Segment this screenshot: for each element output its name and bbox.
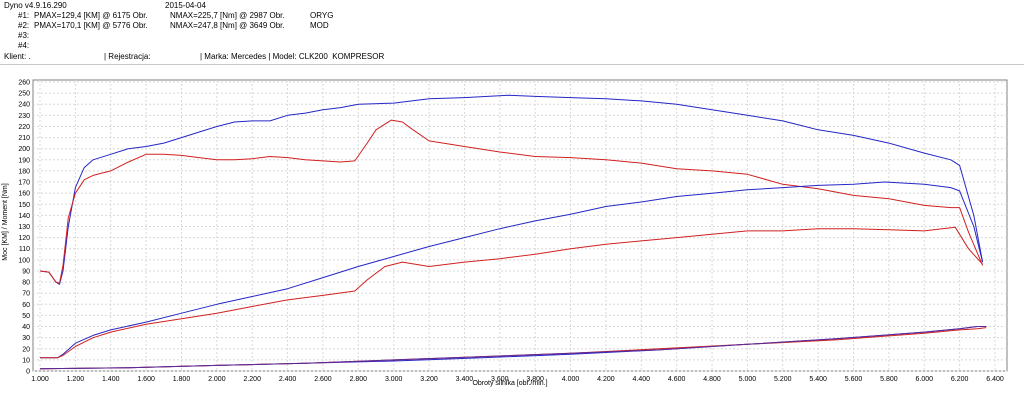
x-tick-label: 2.600 bbox=[314, 376, 332, 383]
x-tick-label: 2.200 bbox=[243, 376, 261, 383]
x-tick-label: 3.800 bbox=[526, 376, 544, 383]
run-2-id: #2: bbox=[18, 21, 30, 30]
x-tick-label: 1.800 bbox=[173, 376, 191, 383]
series-group bbox=[39, 94, 987, 370]
y-tick-label: 70 bbox=[22, 291, 30, 298]
y-tick-label: 150 bbox=[18, 202, 30, 209]
y-tick-label: 170 bbox=[18, 180, 30, 187]
make-model-label: | Marka: Mercedes | Model: CLK200 KOMPRE… bbox=[200, 52, 385, 61]
run-3-id: #3: bbox=[18, 31, 30, 40]
y-tick-label: 130 bbox=[18, 224, 30, 231]
x-tick-label: 6.400 bbox=[986, 376, 1004, 383]
y-tick-label: 30 bbox=[22, 335, 30, 342]
y-tick-label: 60 bbox=[22, 302, 30, 309]
y-tick-label: 240 bbox=[18, 102, 30, 109]
x-tick-label: 2.800 bbox=[350, 376, 368, 383]
plot-frame bbox=[32, 79, 1008, 372]
x-tick-label: 5.800 bbox=[880, 376, 898, 383]
x-tick-label: 1.600 bbox=[137, 376, 155, 383]
y-tick-label: 230 bbox=[18, 113, 30, 120]
run-2-tag: MOD bbox=[310, 21, 329, 30]
y-tick-label: 210 bbox=[18, 135, 30, 142]
y-tick-label: 200 bbox=[18, 146, 30, 153]
run-1-id: #1: bbox=[18, 11, 30, 20]
run-1-nmax: NMAX=225,7 [Nm] @ 2987 Obr. bbox=[170, 11, 285, 20]
x-tick-label: 3.200 bbox=[420, 376, 438, 383]
y-tick-label: 10 bbox=[22, 357, 30, 364]
x-tick-label: 3.600 bbox=[491, 376, 509, 383]
run-2-pmax: PMAX=170,1 [KM] @ 5776 Obr. bbox=[34, 21, 148, 30]
y-tick-label: 90 bbox=[22, 268, 30, 275]
x-tick-label: 2.400 bbox=[279, 376, 297, 383]
y-tick-label: 110 bbox=[19, 246, 30, 253]
y-tick-label: 140 bbox=[18, 213, 30, 220]
y-tick-label: 100 bbox=[18, 257, 30, 264]
y-tick-label: 120 bbox=[18, 235, 30, 242]
run-2-nmax: NMAX=247,8 [Nm] @ 3649 Obr. bbox=[170, 21, 285, 30]
x-axis-label: Obroty silnika [obr./min.] bbox=[472, 380, 547, 387]
y-tick-label: 220 bbox=[18, 124, 30, 131]
x-axis-ticks: 1.000 1.200 1.400 1.600 1.800 2.000 2.200 2.400… bbox=[31, 376, 1004, 383]
x-tick-label: 4.000 bbox=[562, 376, 580, 383]
x-tick-label: 6.200 bbox=[951, 376, 969, 383]
x-tick-label: 3.400 bbox=[456, 376, 474, 383]
x-tick-label: 5.200 bbox=[774, 376, 792, 383]
x-tick-label: 1.000 bbox=[31, 376, 49, 383]
client-label: Klient: . bbox=[4, 52, 31, 61]
run-1-pmax: PMAX=129,4 [KM] @ 6175 Obr. bbox=[34, 11, 148, 20]
x-tick-label: 4.600 bbox=[668, 376, 686, 383]
header-divider bbox=[0, 64, 1024, 65]
y-tick-label: 250 bbox=[18, 91, 30, 98]
x-tick-label: 2.000 bbox=[208, 376, 226, 383]
registration-label: | Rejestracja: bbox=[104, 52, 151, 61]
y-tick-label: 0 bbox=[26, 369, 30, 376]
grid-lines bbox=[33, 80, 1007, 372]
y-tick-label: 260 bbox=[18, 80, 30, 87]
x-tick-label: 1.400 bbox=[102, 376, 120, 383]
y-tick-label: 190 bbox=[18, 157, 30, 164]
series-line-3 bbox=[40, 181, 984, 359]
x-tick-label: 6.000 bbox=[915, 376, 933, 383]
series-line-7 bbox=[39, 326, 987, 370]
x-tick-label: 5.000 bbox=[739, 376, 757, 383]
y-axis-label: Moc [KM] / Moment [Nm] bbox=[2, 183, 9, 260]
series-line-1 bbox=[39, 94, 984, 285]
test-date: 2015-04-04 bbox=[165, 1, 206, 10]
series-line-4 bbox=[40, 226, 983, 359]
y-axis-ticks: 0 10 20 30 40 50 60 70 80 90 100 110 120 130 140 150 160… bbox=[18, 80, 30, 376]
y-tick-label: 80 bbox=[22, 280, 30, 287]
x-tick-label: 4.200 bbox=[597, 376, 615, 383]
x-tick-label: 4.800 bbox=[703, 376, 721, 383]
y-tick-label: 180 bbox=[18, 168, 30, 175]
y-tick-label: 160 bbox=[18, 191, 30, 198]
run-1-tag: ORYG bbox=[310, 11, 334, 20]
x-tick-label: 5.400 bbox=[809, 376, 827, 383]
run-4-id: #4: bbox=[18, 41, 30, 50]
y-tick-label: 50 bbox=[22, 313, 30, 320]
x-tick-label: 4.400 bbox=[633, 376, 651, 383]
x-tick-label: 1.200 bbox=[67, 376, 85, 383]
series-line-2 bbox=[39, 119, 984, 284]
y-tick-label: 20 bbox=[22, 346, 30, 353]
x-tick-label: 3.000 bbox=[385, 376, 403, 383]
x-tick-label: 5.600 bbox=[845, 376, 863, 383]
y-tick-label: 40 bbox=[22, 324, 30, 331]
app-version: Dyno v4.9.16.290 bbox=[4, 1, 67, 10]
